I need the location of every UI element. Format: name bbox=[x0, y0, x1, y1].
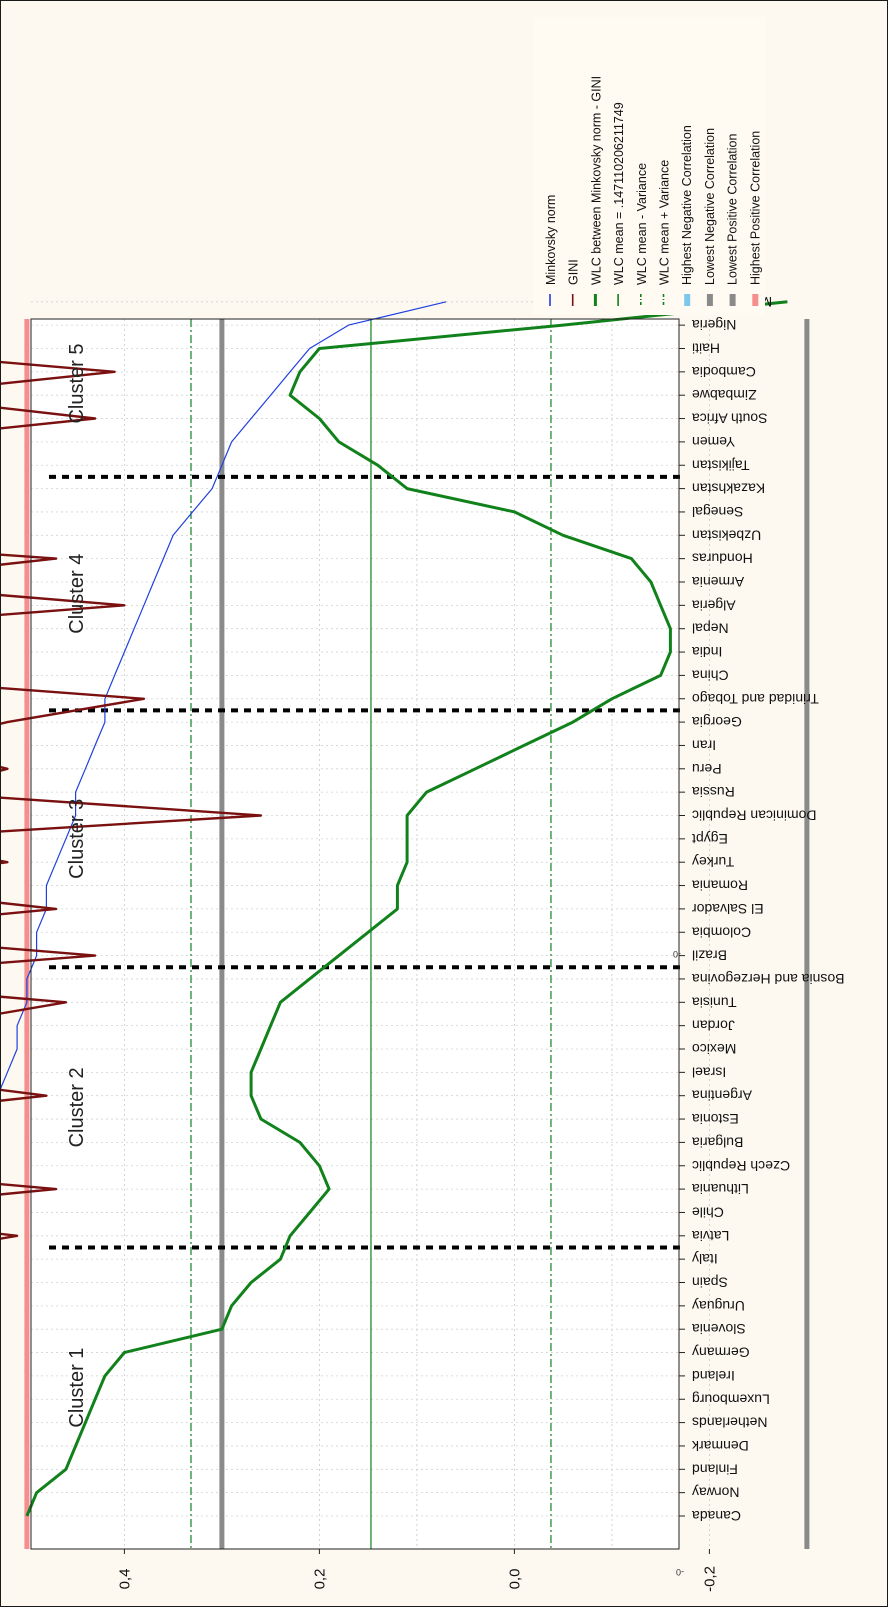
country-label-canada: Canada bbox=[692, 1508, 741, 1524]
series-line-wlc-between-minkovsky-norm-gini bbox=[25, 300, 788, 1517]
country-label-senegal: Senegal bbox=[692, 504, 743, 520]
series-line-gini bbox=[1, 360, 263, 1240]
country-label-algeria: Algeria bbox=[692, 597, 736, 613]
value-tick-label: 0,2 bbox=[311, 1569, 328, 1590]
plot-background bbox=[31, 319, 679, 1549]
country-label-spain: Spain bbox=[692, 1275, 728, 1291]
country-label-zimbabwe: Zimbabwe bbox=[692, 387, 757, 403]
legend-label-wlc-mean-147110206211749: WLC mean = .147110206211749 bbox=[612, 102, 626, 285]
country-label-china: China bbox=[692, 667, 729, 683]
legend-label-lowest-positive-correlation: Lowest Positive Correlation bbox=[726, 133, 740, 285]
grid bbox=[26, 301, 808, 1549]
value-tick-label: 0,0 bbox=[506, 1569, 523, 1590]
country-label-italy: Italy bbox=[692, 1251, 718, 1267]
country-label-romania: Romania bbox=[692, 878, 748, 894]
cluster-label-1: Cluster 1 bbox=[66, 1348, 88, 1428]
data-series bbox=[1, 300, 788, 1517]
cluster-label-4: Cluster 4 bbox=[66, 554, 88, 634]
country-label-ireland: Ireland bbox=[692, 1368, 735, 1384]
country-label-netherlands: Netherlands bbox=[692, 1415, 768, 1431]
country-label-luxembourg: Luxembourg bbox=[692, 1391, 770, 1407]
country-label-slovenia: Slovenia bbox=[692, 1321, 746, 1337]
country-label-honduras: Honduras bbox=[692, 551, 753, 567]
country-label-peru: Peru bbox=[692, 761, 722, 777]
cluster-label-2: Cluster 2 bbox=[66, 1067, 88, 1147]
legend-label-highest-positive-correlation: Highest Positive Correlation bbox=[748, 131, 762, 285]
stray-text: -0 bbox=[673, 949, 681, 959]
country-label-jordan: Jordan bbox=[692, 1018, 735, 1034]
country-label-argentina: Argentina bbox=[692, 1088, 752, 1104]
country-label-egypt: Egypt bbox=[692, 831, 728, 847]
country-label-tunisia: Tunisia bbox=[692, 994, 737, 1010]
cluster-label-5: Cluster 5 bbox=[66, 343, 88, 423]
country-label-india: India bbox=[692, 644, 723, 660]
value-tick-label: 0,4 bbox=[116, 1569, 133, 1590]
country-label-yemen: Yemen bbox=[692, 434, 735, 450]
country-label-finland: Finland bbox=[692, 1461, 738, 1477]
stray-text: -0 bbox=[676, 1567, 684, 1577]
country-label-denmark: Denmark bbox=[691, 1438, 749, 1454]
cluster-boundaries bbox=[49, 474, 683, 1250]
country-labels: Canada Norway Finland Denmark Netherlands Lux… bbox=[673, 294, 845, 1577]
country-label-israel: Israel bbox=[692, 1064, 726, 1080]
legend-label-lowest-negative-correlation: Lowest Negative Correlation bbox=[703, 128, 717, 285]
country-label-south-africa: South Africa bbox=[692, 411, 768, 427]
country-label-uzbekistan: Uzbekistan bbox=[692, 527, 761, 543]
cluster-labels: Cluster 1 Cluster 2 Cluster 3 Cluster 4 Clus… bbox=[66, 343, 88, 1427]
plot-border bbox=[30, 318, 680, 1550]
legend-label-wlc-mean-variance: WLC mean - Variance bbox=[635, 163, 649, 285]
country-label-kazakhstan: Kazakhstan bbox=[692, 481, 765, 497]
legend-label-minkovsky-norm: Minkovsky norm bbox=[544, 195, 558, 285]
country-label-russia: Russia bbox=[692, 784, 735, 800]
country-label-tajikistan: Tajikistan bbox=[692, 457, 750, 473]
country-label-georgia: Georgia bbox=[692, 714, 742, 730]
country-label-germany: Germany bbox=[692, 1345, 750, 1361]
country-label-turkey: Turkey bbox=[692, 854, 734, 870]
country-label-nigeria: Nigeria bbox=[692, 317, 737, 333]
legend-label-wlc-mean-variance: WLC mean + Variance bbox=[658, 160, 672, 285]
value-tick-labels: -0,20,00,20,40,60,81,0 bbox=[116, 1566, 718, 1592]
country-label-uruguay: Uruguay bbox=[692, 1298, 745, 1314]
country-label-lithuania: Lithuania bbox=[692, 1181, 749, 1197]
country-label-brazil: Brazil bbox=[692, 948, 727, 964]
country-label-nepal: Nepal bbox=[692, 621, 729, 637]
legend-label-highest-negative-correlation: Highest Negative Correlation bbox=[680, 125, 694, 285]
legend: Minkovsky norm GINI WLC between Minkovsky … bbox=[533, 17, 765, 315]
country-label-cambodia: Cambodia bbox=[692, 364, 756, 380]
country-label-czech-republic: Czech Republic bbox=[692, 1158, 790, 1174]
cluster-label-3: Cluster 3 bbox=[66, 799, 88, 879]
country-label-armenia: Armenia bbox=[692, 574, 744, 590]
legend-box bbox=[533, 17, 765, 315]
country-label-el-salvador: El Salvador bbox=[692, 901, 764, 917]
country-label-bosnia-and-herzegovina: Bosnia and Herzegovina bbox=[692, 971, 845, 987]
country-label-iran: Iran bbox=[692, 737, 716, 753]
country-label-haiti: Haiti bbox=[692, 341, 720, 357]
country-label-trinidad-and-tobago: Trinidad and Tobago bbox=[692, 691, 819, 707]
country-label-norway: Norway bbox=[692, 1485, 739, 1501]
country-label-latvia: Latvia bbox=[692, 1228, 730, 1244]
country-label-chile: Chile bbox=[692, 1205, 724, 1221]
legend-label-wlc-between-minkovsky-norm-gini: WLC between Minkovsky norm - GINI bbox=[589, 76, 603, 285]
reference-lines bbox=[24, 319, 810, 1549]
country-label-colombia: Colombia bbox=[692, 924, 751, 940]
country-label-estonia: Estonia bbox=[692, 1111, 739, 1127]
country-label-dominican-republic: Dominican Republic bbox=[692, 808, 817, 824]
country-label-mexico: Mexico bbox=[692, 1041, 737, 1057]
country-label-bulgaria: Bulgaria bbox=[692, 1134, 744, 1150]
legend-label-gini: GINI bbox=[567, 259, 581, 285]
value-tick-label: -0,2 bbox=[701, 1566, 718, 1592]
